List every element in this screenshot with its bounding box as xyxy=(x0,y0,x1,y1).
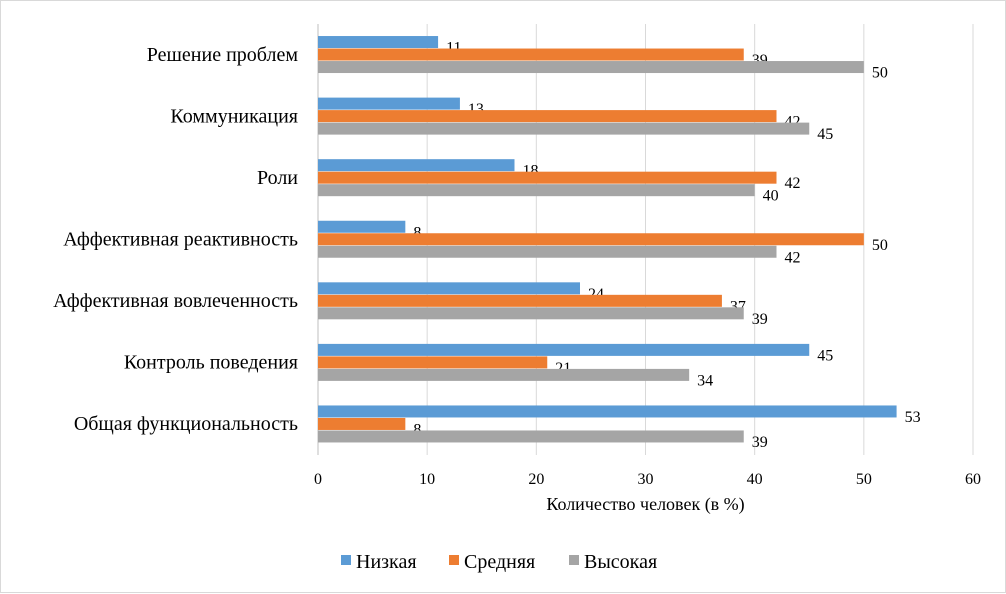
x-tick-label: 20 xyxy=(528,471,544,488)
x-tick-label: 30 xyxy=(638,471,654,488)
data-label: 42 xyxy=(785,249,801,266)
bar-mid xyxy=(318,356,548,369)
data-label: 53 xyxy=(905,409,921,426)
bar-low xyxy=(318,159,515,172)
bar-high xyxy=(318,245,777,258)
data-label: 50 xyxy=(872,65,888,82)
category-label: Контроль поведения xyxy=(124,352,298,374)
legend-swatch xyxy=(341,555,351,565)
legend-label: Высокая xyxy=(584,551,657,573)
bar-mid xyxy=(318,110,777,123)
bar-low xyxy=(318,343,810,356)
data-label: 50 xyxy=(872,237,888,254)
bar-high xyxy=(318,307,744,320)
data-label: 39 xyxy=(752,311,768,328)
bar-mid xyxy=(318,294,722,307)
data-label: 42 xyxy=(785,175,801,192)
x-tick-label: 40 xyxy=(747,471,763,488)
bar-low xyxy=(318,97,460,110)
legend-label: Низкая xyxy=(356,551,417,573)
category-label: Аффективная реактивность xyxy=(63,229,298,251)
data-label: 40 xyxy=(763,188,779,205)
category-label: Общая функциональность xyxy=(74,413,298,435)
legend-label: Средняя xyxy=(464,551,535,573)
category-label: Решение проблем xyxy=(147,44,299,66)
bar-low xyxy=(318,282,580,295)
data-label: 8 xyxy=(413,421,421,438)
bar-high xyxy=(318,122,810,135)
category-label: Коммуникация xyxy=(170,105,298,127)
bar-mid xyxy=(318,417,406,430)
legend-swatch xyxy=(449,555,459,565)
data-label: 8 xyxy=(413,224,421,241)
bar-high xyxy=(318,430,744,443)
x-axis-title: Количество человек (в %) xyxy=(546,494,744,515)
bar-low xyxy=(318,36,439,49)
data-label: 34 xyxy=(697,372,713,389)
bar-high xyxy=(318,61,864,74)
x-tick-label: 0 xyxy=(314,471,322,488)
bar-mid xyxy=(318,233,864,246)
bar-low xyxy=(318,405,897,418)
category-label: Роли xyxy=(257,167,298,189)
data-label: 39 xyxy=(752,434,768,451)
x-tick-label: 50 xyxy=(856,471,872,488)
bar-mid xyxy=(318,48,744,61)
bar-high xyxy=(318,368,690,381)
data-label: 45 xyxy=(817,126,833,143)
category-label: Аффективная вовлеченность xyxy=(53,290,298,312)
bar-low xyxy=(318,220,406,233)
x-tick-label: 10 xyxy=(419,471,435,488)
bar-high xyxy=(318,184,755,197)
x-tick-label: 60 xyxy=(965,471,981,488)
data-label: 45 xyxy=(817,347,833,364)
legend-swatch xyxy=(569,555,579,565)
bar-mid xyxy=(318,171,777,184)
